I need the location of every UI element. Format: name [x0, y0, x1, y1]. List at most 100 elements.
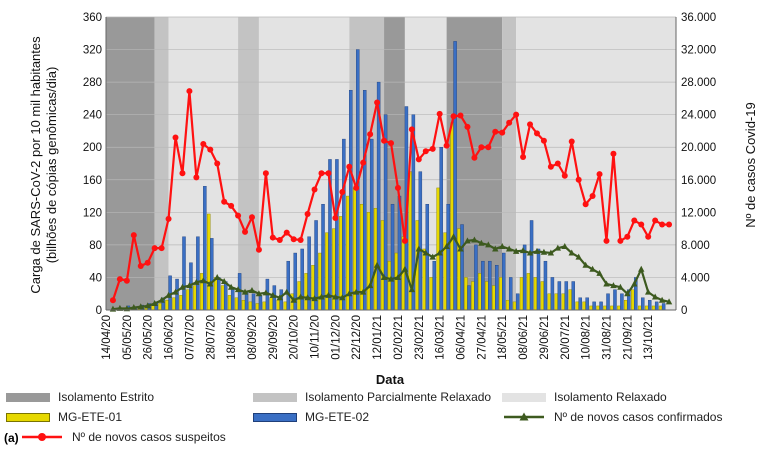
bar-ete02	[606, 293, 610, 311]
x-tick-label: 16/03/21	[435, 315, 447, 360]
point-suspected	[464, 123, 471, 130]
point-confirmed	[311, 295, 318, 302]
point-confirmed	[186, 282, 193, 289]
bar-ete02	[647, 300, 652, 311]
bar-ete02	[654, 301, 659, 311]
point-suspected	[332, 215, 339, 222]
point-suspected	[297, 237, 304, 244]
point-confirmed	[248, 286, 256, 293]
bar-ete02	[495, 265, 499, 311]
x-axis-title: Data	[376, 372, 405, 387]
point-suspected	[325, 170, 332, 177]
x-tick-label: 10/11/20	[310, 315, 322, 359]
bar-ete01	[526, 273, 531, 311]
point-suspected	[582, 201, 589, 208]
x-tick-label: 23/02/21	[414, 315, 426, 360]
point-confirmed	[346, 290, 353, 297]
point-suspected	[200, 140, 207, 147]
point-confirmed	[631, 280, 638, 287]
point-suspected	[353, 184, 360, 191]
point-suspected	[367, 131, 374, 138]
point-suspected	[151, 245, 158, 252]
point-confirmed	[207, 280, 214, 287]
point-suspected	[207, 146, 214, 153]
period-strict-0	[106, 17, 155, 310]
point-suspected	[436, 110, 443, 117]
x-tick-label: 05/05/20	[122, 315, 134, 360]
period-relaxed-10	[516, 17, 676, 310]
point-confirmed	[533, 247, 541, 254]
point-suspected	[109, 297, 116, 304]
point-suspected	[318, 170, 325, 177]
x-tick-label: 16/06/20	[164, 315, 176, 360]
point-suspected	[645, 233, 652, 240]
bar-ete01	[248, 301, 253, 311]
y-right-tick-label: 36.000	[681, 12, 716, 24]
point-confirmed	[290, 296, 297, 303]
bar-ete01	[644, 305, 649, 311]
point-confirmed	[658, 296, 666, 303]
point-confirmed	[144, 302, 151, 309]
y-left-tick-label: 280	[83, 77, 102, 89]
point-suspected	[283, 229, 290, 236]
bar-ete02	[439, 147, 443, 311]
point-suspected	[533, 130, 540, 137]
x-tick-label: 26/05/20	[143, 315, 155, 360]
bar-ete01	[651, 305, 656, 311]
legend-swatch-strict	[6, 392, 50, 402]
point-confirmed	[137, 303, 144, 310]
point-confirmed	[589, 265, 596, 272]
point-confirmed	[429, 253, 436, 260]
x-tick-label: 08/06/21	[518, 315, 530, 360]
bar-ete01	[568, 289, 572, 311]
legend-item-suspected: Nº de novos casos suspeitos	[20, 430, 226, 444]
point-confirmed	[172, 288, 179, 295]
bar-ete02	[453, 41, 457, 311]
bar-ete01	[512, 301, 517, 311]
point-suspected	[290, 236, 297, 243]
bar-ete01	[533, 277, 538, 311]
bar-ete01	[179, 295, 183, 311]
point-confirmed	[575, 253, 582, 260]
bar-ete01	[234, 297, 239, 311]
axes: 0 40 80 120 160 200 240 280 320 360 0 4.000 8.000 12.…	[83, 12, 716, 360]
bar-ete02	[613, 289, 617, 311]
bar-ete02	[244, 291, 249, 311]
bar-ete02	[223, 281, 228, 311]
point-confirmed	[297, 293, 304, 300]
x-tick-label: 02/02/21	[393, 315, 405, 360]
point-suspected	[214, 160, 221, 167]
bar-ete01	[373, 208, 378, 311]
bar-ete01	[241, 300, 246, 311]
point-suspected	[638, 221, 645, 228]
point-suspected	[603, 237, 610, 244]
point-confirmed	[610, 282, 617, 289]
bar-ete02	[529, 220, 534, 311]
y-left-tick-label: 360	[83, 12, 102, 24]
point-confirmed	[234, 286, 242, 293]
point-suspected	[130, 232, 137, 239]
y-left-tick-label: 80	[89, 240, 102, 252]
legend-swatch-ete01	[6, 412, 50, 422]
bar-ete01	[227, 295, 232, 311]
point-confirmed	[665, 298, 673, 305]
y-left-tick-label: 40	[89, 272, 102, 284]
point-suspected	[248, 214, 255, 221]
bar-ete01	[387, 260, 392, 311]
x-tick-label: 29/09/20	[268, 315, 280, 360]
legend-label-confirmed: Nº de novos casos confirmados	[554, 410, 723, 424]
point-suspected	[193, 174, 200, 181]
point-confirmed	[179, 283, 186, 290]
point-suspected	[513, 111, 520, 118]
point-confirmed	[380, 273, 388, 280]
bar-ete01	[478, 273, 482, 311]
point-confirmed	[318, 293, 325, 300]
point-suspected	[617, 237, 624, 244]
point-confirmed	[151, 299, 158, 306]
bar-ete01	[498, 277, 503, 311]
point-suspected	[527, 121, 534, 128]
bar-ete01	[450, 122, 454, 311]
bar-ete01	[582, 301, 586, 311]
bar-ete02	[488, 260, 492, 311]
bar-ete02	[425, 203, 430, 311]
